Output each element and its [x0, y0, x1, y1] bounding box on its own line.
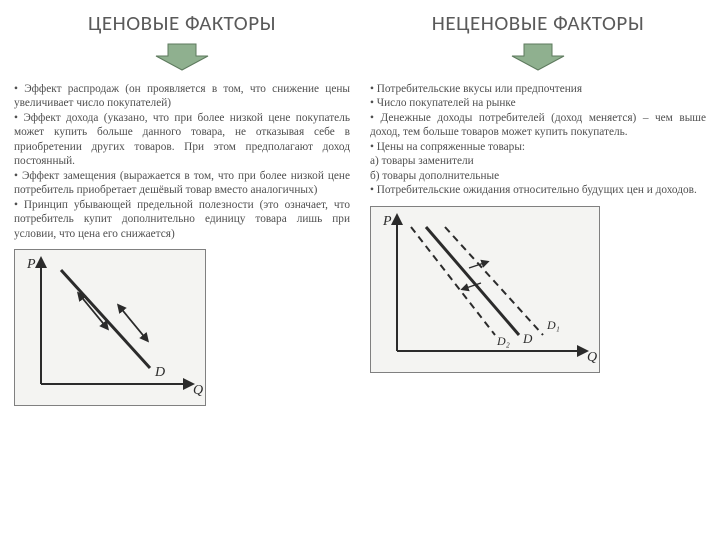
right-bullet: • Потребительские ожидания относительно … — [370, 183, 706, 197]
down-arrow-icon — [510, 42, 566, 72]
down-arrow-icon — [154, 42, 210, 72]
right-bullet: • Число покупателей на рынке — [370, 96, 706, 110]
left-bullet: • Принцип убывающей предельной полезност… — [14, 198, 350, 241]
d2-label: D₂ — [496, 334, 510, 348]
right-body: • Потребительские вкусы или предпочтения… — [370, 82, 706, 198]
left-chart: P Q D — [14, 249, 206, 406]
left-arrow-wrap — [14, 42, 350, 72]
x-axis-label: Q — [193, 383, 203, 398]
right-chart-wrap: P Q D D₁ D₂ — [370, 206, 706, 373]
right-bullet: а) товары заменители — [370, 154, 706, 168]
left-bullet: • Эффект распродаж (он проявляется в том… — [14, 82, 350, 111]
right-bullet: • Денежные доходы потребителей (доход ме… — [370, 111, 706, 140]
right-bullet: б) товары дополнительные — [370, 169, 706, 183]
d-label: D — [154, 365, 165, 380]
left-bullet: • Эффект замещения (выражается в том, чт… — [14, 169, 350, 198]
right-bullet: • Потребительские вкусы или предпочтения — [370, 82, 706, 96]
left-column: ЦЕНОВЫЕ ФАКТОРЫ • Эффект распродаж (он п… — [0, 0, 360, 540]
y-axis-label: P — [26, 257, 36, 272]
left-body: • Эффект распродаж (он проявляется в том… — [14, 82, 350, 241]
right-heading: НЕЦЕНОВЫЕ ФАКТОРЫ — [370, 10, 706, 36]
left-chart-wrap: P Q D — [14, 249, 350, 406]
y-axis-label: P — [382, 214, 392, 229]
left-heading: ЦЕНОВЫЕ ФАКТОРЫ — [14, 10, 350, 36]
right-chart: P Q D D₁ D₂ — [370, 206, 600, 373]
right-arrow-wrap — [370, 42, 706, 72]
x-axis-label: Q — [587, 350, 597, 365]
d1-label: D₁ — [546, 318, 560, 332]
right-bullet: • Цены на сопряженные товары: — [370, 140, 706, 154]
left-bullet: • Эффект дохода (указано, что при более … — [14, 111, 350, 169]
d-label: D — [522, 331, 533, 346]
right-column: НЕЦЕНОВЫЕ ФАКТОРЫ • Потребительские вкус… — [360, 0, 720, 540]
slide: ЦЕНОВЫЕ ФАКТОРЫ • Эффект распродаж (он п… — [0, 0, 720, 540]
